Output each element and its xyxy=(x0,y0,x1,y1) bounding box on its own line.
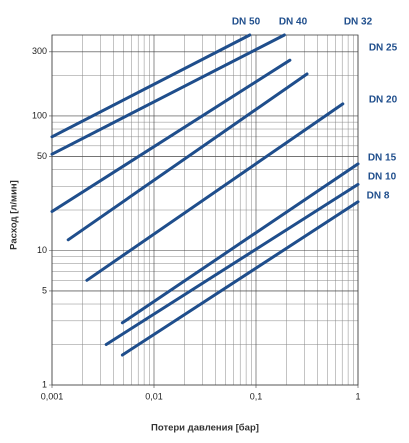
x-tick-label: 0,1 xyxy=(250,391,263,401)
y-axis-title: Расход [л/мин] xyxy=(9,180,20,250)
x-tick-label: 0,01 xyxy=(145,391,163,401)
series-label: DN 8 xyxy=(367,191,390,202)
series-line xyxy=(66,72,309,242)
series-line xyxy=(120,162,360,325)
series-line xyxy=(120,200,360,357)
series-label: DN 40 xyxy=(279,17,308,28)
y-tick-label: 50 xyxy=(37,151,47,161)
series-line xyxy=(50,33,252,139)
y-tick-label: 10 xyxy=(37,245,47,255)
series-line xyxy=(50,58,292,213)
y-tick-label: 5 xyxy=(42,285,47,295)
y-tick-label: 100 xyxy=(32,110,47,120)
series-label: DN 20 xyxy=(369,95,398,106)
y-tick-label: 1 xyxy=(42,379,47,389)
y-tick-label: 300 xyxy=(32,46,47,56)
x-tick-label: 0,001 xyxy=(41,391,64,401)
series-line xyxy=(104,182,360,346)
series-line xyxy=(85,102,345,282)
series-label: DN 32 xyxy=(344,17,373,28)
x-tick-label: 1 xyxy=(355,391,360,401)
series-line xyxy=(50,33,286,156)
series-label: DN 15 xyxy=(368,153,397,164)
series-label: DN 50 xyxy=(232,17,261,28)
x-axis-title: Потери давления [бар] xyxy=(151,423,259,434)
series-label: DN 25 xyxy=(369,43,398,54)
series-label: DN 10 xyxy=(368,172,397,183)
